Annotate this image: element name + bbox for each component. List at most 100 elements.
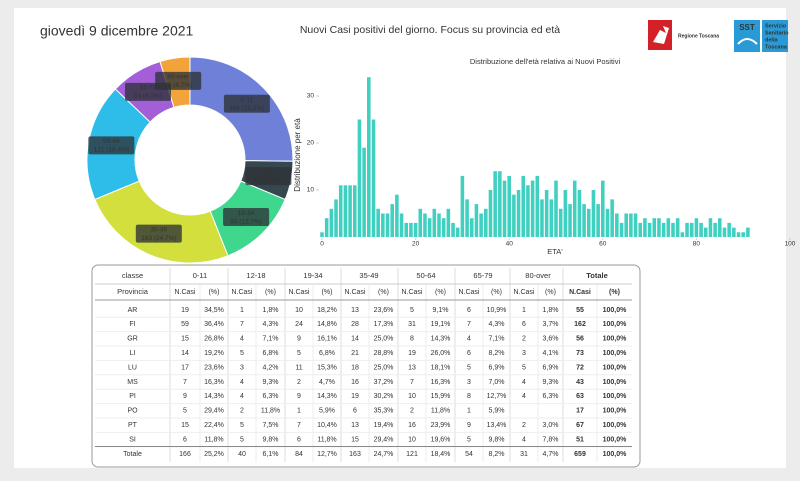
table-cell: 5,9% [489,408,505,415]
table-cell: 16 [408,422,416,429]
table-cell: 3 [522,350,526,357]
table-cell: 9,8% [263,436,279,443]
subcolumn-header: N.Casi [288,289,309,296]
sst-text: Sanitario [765,30,789,36]
table-cell: 14,3% [317,393,337,400]
table-cell: 11,8% [204,436,223,443]
table-cell: 5 [410,307,414,314]
table-cell: 22,4% [204,422,224,429]
row-name: FI [129,321,135,328]
histogram-bar [352,185,357,237]
table-cell: 7,1% [263,336,279,343]
table-cell: 30,2% [374,393,394,400]
table-cell: 15,3% [317,364,337,371]
histogram-bar [558,208,563,237]
table-cell: 7 [410,379,414,386]
sst-emblem [734,20,760,52]
row-name: LI [130,350,136,357]
histogram-bar [596,204,600,237]
group-header: 19-34 [303,271,322,280]
table-cell: 11,8% [317,436,336,443]
table-cell: 19 [351,393,359,400]
table-cell: 17,3% [374,321,394,328]
histogram-bar [404,222,409,237]
table-cell: 4,2% [263,364,279,371]
histogram-bar [605,208,610,237]
histogram-bar [722,227,727,237]
histogram-bar [423,213,427,237]
segment-value: 163 (24,7%) [141,235,176,242]
table-row-header: Provincia [117,287,149,296]
table-cell: 18,4% [431,451,451,458]
segment-value: 54 (8,2%) [134,93,162,100]
histogram-bar [484,208,488,237]
table-cell: 2 [522,336,526,343]
table-cell: 4 [240,379,244,386]
subcolumn-header: (%) [322,289,333,296]
table-cell: 7,5% [263,422,279,429]
table-cell: 19 [408,350,416,357]
table-cell: 10,4% [317,422,337,429]
table-cell: 100,0% [603,451,628,458]
histogram-bar [371,119,376,237]
table-cell: 6 [467,350,471,357]
histogram-bar [746,227,750,237]
histogram-bar [568,204,572,237]
table-cell: 35,3% [374,408,394,415]
table-cell: 26,0% [431,350,451,357]
histogram-bar [329,208,334,237]
table-cell: 3 [467,379,471,386]
histogram-bar [493,171,497,237]
histogram-bar [530,180,535,237]
segment-label-box [155,71,202,90]
table-cell: 15 [181,422,189,429]
subcolumn-header: (%) [265,289,276,296]
segment-category: 80-over [167,74,190,81]
table-cell: 31 [520,451,528,458]
table-cell: 37,2% [374,379,394,386]
table-cell: 1 [522,307,526,314]
table-cell: 34,5% [204,307,224,314]
table-cell: 659 [574,451,586,458]
histogram-bar [343,185,348,237]
histogram-bar [624,213,628,237]
x-tick-label: 60 [599,241,607,248]
table-cell: 8,2% [489,451,505,458]
histogram-bar [526,185,530,237]
table-cell: 4 [522,436,526,443]
histogram-bar [572,180,577,237]
table-cell: 5 [240,422,244,429]
sst-text: Servizio [765,23,787,29]
histogram-bar [699,222,703,237]
histogram-bar [694,218,699,237]
table-cell: 1 [240,307,244,314]
table-cell: 7 [297,422,301,429]
table-cell: 15,9% [431,393,451,400]
table-cell: 6,1% [263,451,279,458]
sst-textbox [762,20,788,52]
subcolumn-header: (%) [491,289,502,296]
table-cell: 36,4% [204,321,224,328]
group-header: 12-18 [246,271,265,280]
table-cell: 1,8% [263,307,279,314]
group-header: Totale [586,271,608,280]
table-cell: 25,2% [204,451,224,458]
histogram-bar [647,222,652,237]
histogram-bar [455,227,460,237]
table-cell: 25,0% [374,364,394,371]
table-cell: 23,6% [204,364,224,371]
table-cell: 54 [465,451,473,458]
table-cell: 4 [522,393,526,400]
table-cell: 43 [576,379,584,386]
table-cell: 6,3% [543,393,559,400]
table-cell: 15 [181,336,189,343]
region-name: Regione Toscana [678,33,719,39]
row-name: PI [129,393,136,400]
region-logo: Regione Toscana [648,20,719,50]
sst-swoosh [737,38,758,45]
table-cell: 11,8% [431,408,450,415]
subcolumn-header: N.Casi [344,289,365,296]
table-cell: 11,8% [261,408,280,415]
histogram-bar [671,222,675,237]
